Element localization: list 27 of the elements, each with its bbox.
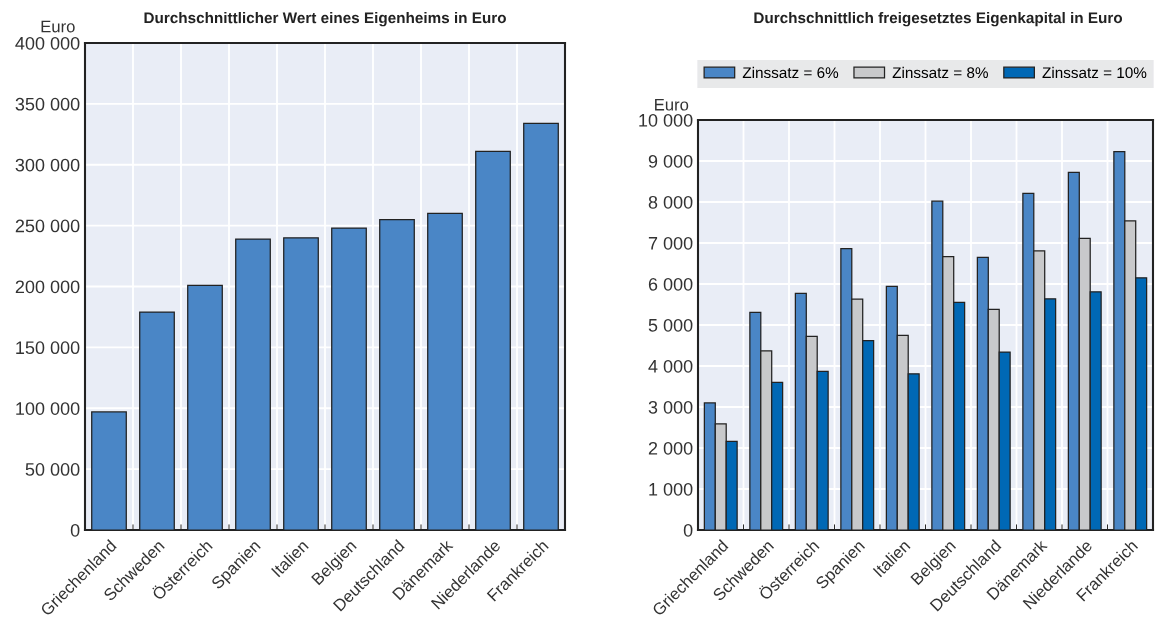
y-tick-label: 10 000 — [639, 113, 693, 127]
y-tick-label: 50 000 — [25, 463, 80, 476]
y-tick-label: 150 000 — [16, 341, 80, 355]
y-tick-label: 350 000 — [15, 97, 80, 111]
y-tick-label: 7 000 — [648, 236, 693, 250]
y-tick-label: 5 000 — [648, 318, 693, 332]
y-tick-label: 400 000 — [15, 36, 80, 50]
y-tick-label: 200 000 — [15, 280, 80, 294]
legend-label: Zinssatz = 8% — [892, 66, 988, 79]
y-tick-label: 9 000 — [648, 154, 693, 168]
legend-label: Zinssatz = 6% — [742, 66, 839, 79]
y-tick-label: 6 000 — [648, 277, 693, 291]
y-tick-label: 8 000 — [648, 195, 693, 209]
y-tick-label: 3 000 — [648, 400, 693, 414]
y-tick-label: 100 000 — [16, 402, 80, 415]
chart-title: Durchschnittlicher Wert eines Eigenheims in Euro — [144, 12, 506, 27]
chart-title: Durchschnittlich freigesetztes Eigenkapital in Euro — [754, 12, 1123, 27]
y-axis-title: Euro — [41, 20, 75, 33]
legend-label: Zinssatz = 10% — [1042, 66, 1147, 79]
y-tick-label: 1 000 — [649, 482, 693, 496]
y-tick-label: 0 — [683, 523, 693, 537]
y-tick-label: 4 000 — [648, 359, 693, 373]
y-axis-title: Euro — [655, 98, 689, 111]
y-tick-label: 250 000 — [15, 219, 80, 233]
y-tick-label: 2 000 — [648, 441, 693, 455]
y-tick-label: 0 — [70, 523, 80, 537]
y-tick-label: 300 000 — [15, 158, 80, 172]
